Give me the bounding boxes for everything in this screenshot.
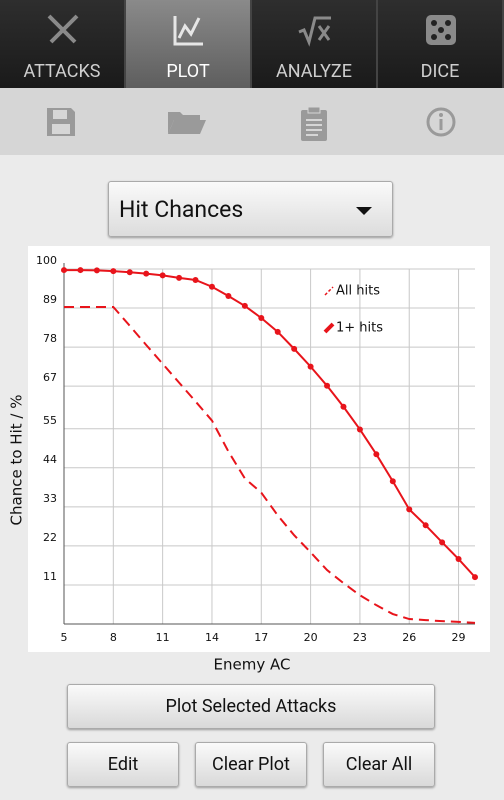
data-point [258, 314, 265, 321]
data-point [472, 574, 478, 581]
data-point [356, 426, 363, 433]
x-tick-label: 8 [110, 631, 117, 644]
clear-all-button[interactable]: Clear All [323, 742, 435, 787]
data-point [192, 277, 199, 284]
y-tick-label: 78 [43, 332, 57, 345]
data-point [274, 328, 281, 335]
data-point [422, 522, 429, 529]
tab[interactable]: ANALYZE [252, 0, 378, 88]
tab[interactable]: PLOT [126, 0, 252, 88]
legend-swatch [324, 286, 334, 296]
data-point [241, 302, 248, 309]
data-point [61, 267, 67, 274]
legend-label: 1+ hits [336, 321, 383, 336]
x-tick-label: 26 [402, 631, 416, 644]
tab-label: ATTACKS [23, 61, 101, 82]
x-tick-label: 11 [156, 631, 170, 644]
y-tick-label: 67 [43, 371, 57, 384]
data-point [176, 274, 183, 281]
clipboard-icon[interactable] [298, 106, 330, 142]
data-point [77, 267, 84, 274]
data-point [389, 478, 396, 485]
chart-background [28, 246, 490, 652]
sqrt-icon [298, 16, 331, 47]
info-icon[interactable] [425, 106, 457, 138]
data-point [159, 272, 166, 279]
legend-label: All hits [336, 284, 380, 299]
data-point [126, 269, 133, 276]
data-point [143, 270, 150, 277]
plot-button[interactable]: Plot Selected Attacks [67, 684, 435, 729]
data-point [307, 363, 314, 370]
y-tick-label: 55 [43, 414, 57, 427]
tab-bar: ATTACKS PLOT ANALYZE DICE [0, 0, 504, 88]
plot-icon [173, 16, 203, 46]
y-tick-label: 89 [43, 293, 57, 306]
legend-swatch [323, 322, 335, 334]
y-tick-label: 44 [43, 453, 57, 466]
dropdown-label: Hit Chances [119, 196, 244, 223]
tab[interactable]: ATTACKS [0, 0, 126, 88]
swords-icon [47, 14, 79, 44]
data-point [208, 283, 215, 290]
tab-label: PLOT [166, 61, 210, 82]
data-point [93, 267, 100, 274]
toolbar [0, 88, 504, 155]
x-tick-label: 14 [205, 631, 219, 644]
data-point [439, 539, 446, 546]
tab-label: ANALYZE [276, 61, 352, 82]
x-tick-label: 5 [61, 631, 68, 644]
y-tick-label: 11 [43, 570, 57, 583]
y-tick-label: 22 [43, 531, 57, 544]
y-axis-label: Chance to Hit / % [8, 395, 26, 526]
x-tick-label: 23 [353, 631, 367, 644]
data-point [225, 292, 232, 299]
clear-plot-button[interactable]: Clear Plot [195, 742, 307, 787]
x-axis-label: Enemy AC [214, 656, 291, 674]
series-line [64, 305, 476, 624]
y-tick-label: 100 [36, 254, 57, 267]
chart: Enemy AC Chance to Hit / % 11 22 33 44 55 67 7… [8, 246, 490, 674]
data-point [406, 506, 413, 513]
tab[interactable]: DICE [378, 0, 504, 88]
x-tick-label: 20 [304, 631, 318, 644]
folder-icon[interactable] [166, 106, 208, 138]
dropdown[interactable]: Hit Chances [108, 181, 393, 237]
x-tick-label: 17 [254, 631, 268, 644]
save-icon[interactable] [45, 106, 77, 138]
dropdown-arrow [356, 207, 372, 215]
x-tick-label: 29 [452, 631, 466, 644]
data-point [324, 382, 331, 389]
edit-button[interactable]: Edit [67, 742, 179, 787]
data-point [291, 345, 298, 352]
data-point [340, 403, 347, 410]
dice-icon [426, 15, 456, 45]
tab-label: DICE [420, 61, 460, 82]
data-point [455, 556, 462, 563]
data-point [373, 451, 380, 458]
data-point [110, 268, 117, 275]
y-tick-label: 33 [43, 492, 57, 505]
